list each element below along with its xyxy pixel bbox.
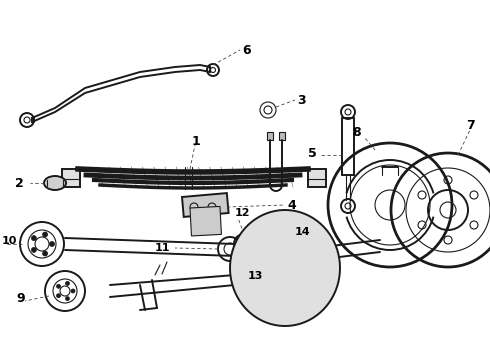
Circle shape bbox=[66, 282, 70, 285]
Text: 7: 7 bbox=[466, 118, 475, 131]
Text: 1: 1 bbox=[192, 135, 201, 148]
Circle shape bbox=[56, 284, 61, 288]
Circle shape bbox=[71, 289, 75, 293]
Text: 14: 14 bbox=[295, 227, 311, 237]
Bar bbox=[267, 132, 273, 140]
Bar bbox=[308, 169, 326, 187]
Polygon shape bbox=[230, 210, 340, 326]
Text: 12: 12 bbox=[235, 208, 250, 218]
Circle shape bbox=[43, 232, 48, 237]
Circle shape bbox=[31, 247, 36, 252]
Circle shape bbox=[43, 251, 48, 256]
Circle shape bbox=[31, 236, 36, 240]
Text: 4: 4 bbox=[287, 198, 296, 212]
Bar bbox=[279, 132, 285, 140]
Text: 11: 11 bbox=[155, 243, 171, 253]
Circle shape bbox=[66, 297, 70, 301]
Bar bbox=[190, 206, 221, 236]
Text: 2: 2 bbox=[15, 176, 24, 189]
Circle shape bbox=[49, 242, 54, 247]
Circle shape bbox=[56, 294, 61, 298]
Text: 13: 13 bbox=[248, 271, 264, 281]
Text: 6: 6 bbox=[242, 44, 250, 57]
Text: 9: 9 bbox=[16, 292, 24, 306]
Text: 8: 8 bbox=[352, 126, 361, 139]
Text: 3: 3 bbox=[297, 94, 306, 107]
Circle shape bbox=[254, 246, 262, 254]
Bar bbox=[62, 169, 80, 187]
Text: 10: 10 bbox=[2, 236, 17, 246]
Ellipse shape bbox=[44, 176, 66, 190]
Bar bbox=[182, 193, 228, 217]
Text: 5: 5 bbox=[308, 147, 317, 159]
